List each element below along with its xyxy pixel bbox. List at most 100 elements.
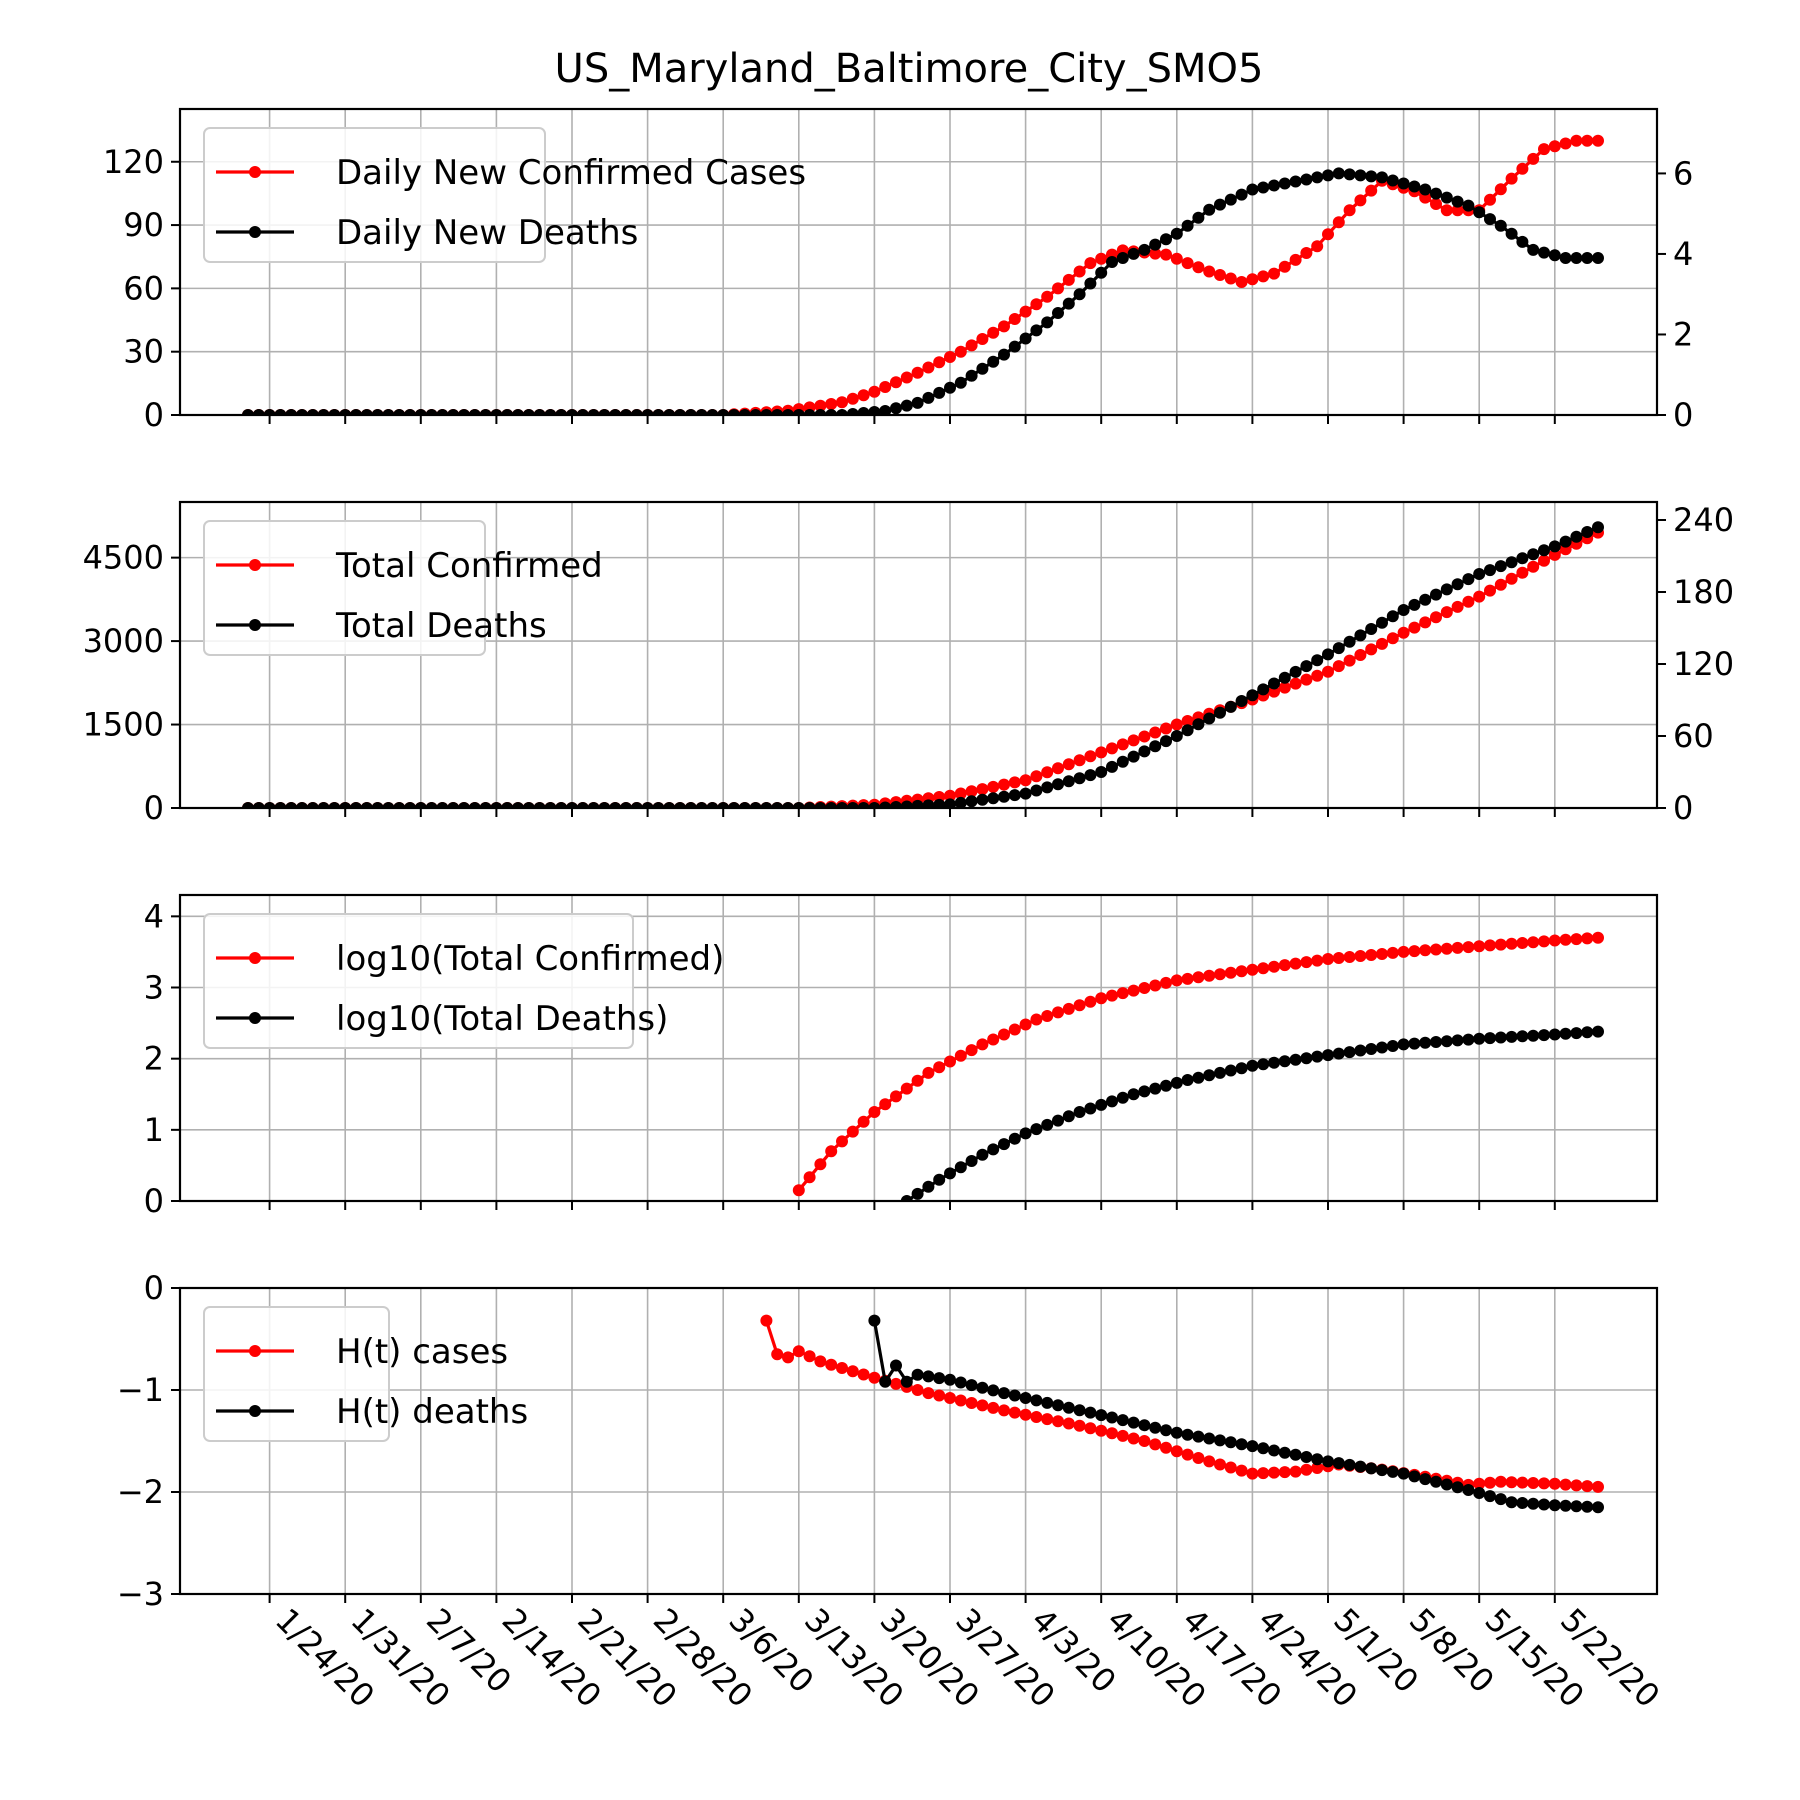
data-point: [1268, 1056, 1280, 1069]
data-point: [1570, 530, 1583, 543]
x-tick-label: 5/8/20: [1402, 1601, 1502, 1701]
chart-title: US_Maryland_Baltimore_City_SMO5: [555, 46, 1264, 92]
data-point: [1440, 606, 1453, 619]
data-point: [1268, 267, 1280, 280]
data-point: [1354, 649, 1367, 661]
series-group: [760, 1314, 1604, 1514]
data-point: [1214, 968, 1226, 981]
data-point: [1289, 175, 1302, 188]
data-point: [1149, 238, 1162, 251]
data-point: [1592, 1480, 1604, 1493]
data-point: [339, 409, 352, 415]
data-point: [1073, 754, 1086, 767]
data-point: [1322, 665, 1334, 678]
data-point: [1246, 1059, 1259, 1072]
data-point: [1365, 643, 1378, 656]
data-point: [944, 381, 956, 394]
data-point: [1278, 681, 1291, 694]
data-point: [1289, 1053, 1302, 1066]
data-point: [1170, 730, 1183, 742]
y-tick-label-left: 120: [103, 143, 164, 181]
data-point: [1203, 969, 1216, 982]
data-point: [1311, 1462, 1324, 1474]
y-tick-label-left: 1500: [83, 706, 164, 744]
y-tick-label-left: −3: [117, 1575, 164, 1613]
data-point: [1592, 134, 1604, 147]
data-point: [371, 409, 384, 415]
data-point: [933, 1389, 946, 1402]
data-point: [1451, 941, 1464, 954]
data-point: [846, 392, 859, 405]
axes-frame: [178, 1286, 1659, 1596]
data-point: [954, 1161, 967, 1174]
data-point: [1278, 671, 1291, 684]
data-point: [1095, 766, 1108, 778]
data-point: [1430, 187, 1442, 200]
legend: [203, 520, 486, 656]
data-point: [641, 802, 654, 808]
data-point: [976, 1399, 989, 1412]
data-point: [1062, 297, 1075, 310]
data-point: [954, 1049, 967, 1062]
data-point: [1246, 963, 1259, 976]
legend-marker: [249, 166, 261, 178]
data-point: [1008, 776, 1021, 789]
data-point: [1116, 738, 1129, 751]
data-point: [1052, 307, 1064, 319]
data-point: [1095, 266, 1108, 279]
data-point: [1505, 1030, 1518, 1043]
data-point: [911, 396, 924, 409]
data-point: [987, 1384, 1000, 1397]
y-tick-label-right: 2: [1673, 315, 1693, 353]
data-point: [760, 1314, 773, 1327]
data-point: [1138, 982, 1151, 994]
data-point: [1181, 1448, 1194, 1461]
data-point: [1527, 1477, 1540, 1489]
data-point: [954, 787, 967, 800]
y-tick-label-left: 0: [144, 396, 164, 434]
data-point: [1484, 564, 1496, 577]
axes-frame: [178, 893, 1659, 1203]
data-point: [1505, 172, 1518, 185]
data-point: [1041, 766, 1054, 779]
data-point: [1073, 772, 1086, 785]
data-point: [922, 1066, 935, 1079]
series-group: [792, 931, 1604, 1201]
data-point: [1548, 540, 1561, 553]
data-point: [922, 361, 935, 374]
data-point: [1052, 1114, 1064, 1127]
data-point: [1041, 781, 1054, 794]
data-point: [1116, 252, 1129, 264]
data-point: [879, 405, 892, 415]
data-point: [900, 399, 913, 412]
data-point: [987, 1143, 1000, 1156]
data-point: [1257, 683, 1270, 696]
data-point: [1203, 1432, 1216, 1445]
data-point: [1289, 1465, 1302, 1478]
data-point: [1170, 974, 1183, 987]
data-point: [1257, 962, 1270, 975]
data-point: [1181, 1428, 1194, 1441]
data-point: [1041, 1118, 1054, 1131]
panel-3: 0 1 2 3 4 log10(Total Confirmed) log10(Total D…: [144, 893, 1659, 1220]
data-point: [1300, 173, 1313, 186]
data-point: [1019, 305, 1032, 318]
data-point: [846, 408, 859, 415]
data-point: [1376, 616, 1388, 629]
data-point: [360, 802, 373, 808]
data-point: [1311, 240, 1324, 253]
data-point: [1592, 521, 1604, 534]
axes-frame: [178, 500, 1659, 810]
data-point: [1062, 1002, 1075, 1015]
data-point: [738, 409, 751, 415]
data-point: [1365, 623, 1378, 635]
data-point: [706, 802, 719, 808]
data-point: [1106, 1411, 1118, 1424]
data-point: [1494, 578, 1507, 591]
y-tick-label-left: 0: [144, 1269, 164, 1307]
data-point: [1473, 1032, 1486, 1045]
data-point: [1181, 715, 1194, 727]
data-point: [1505, 572, 1518, 585]
data-point: [1581, 134, 1594, 147]
data-point: [944, 1373, 956, 1386]
